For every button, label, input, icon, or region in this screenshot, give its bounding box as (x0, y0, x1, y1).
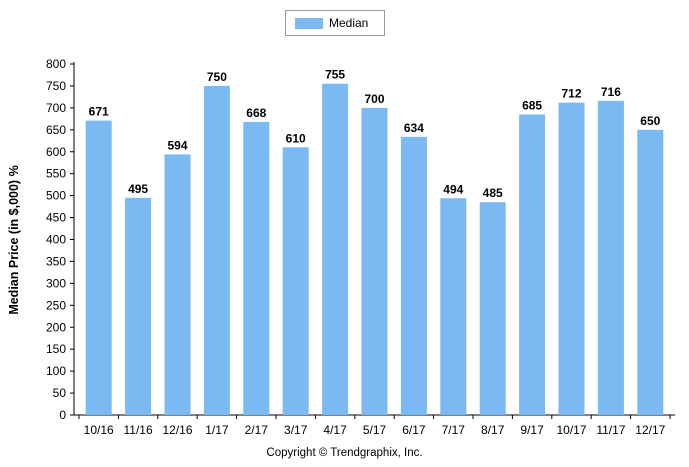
x-tick-label: 6/17 (402, 423, 426, 437)
x-tick-label: 12/16 (162, 423, 192, 437)
bar-1-17 (203, 85, 230, 415)
y-tick-label: 50 (53, 386, 67, 400)
data-label: 494 (443, 182, 463, 196)
x-tick-label: 1/17 (205, 423, 229, 437)
bar-6-17 (400, 136, 427, 415)
y-tick-label: 0 (59, 408, 66, 422)
y-tick-label: 700 (46, 101, 66, 115)
y-tick-label: 500 (46, 189, 66, 203)
x-tick-label: 3/17 (284, 423, 308, 437)
x-tick-label: 4/17 (323, 423, 347, 437)
copyright-text: Copyright © Trendgraphix, Inc. (266, 447, 423, 459)
y-tick-label: 450 (46, 211, 66, 225)
data-label: 495 (128, 182, 148, 196)
y-tick-label: 750 (46, 79, 66, 93)
bar-5-17 (361, 107, 388, 415)
bar-2-17 (243, 121, 270, 415)
x-tick-label: 5/17 (363, 423, 387, 437)
y-axis-label: Median Price (in $,000) % (7, 165, 21, 315)
bar-3-17 (282, 147, 309, 416)
x-tick-label: 7/17 (442, 423, 466, 437)
x-tick-label: 11/17 (596, 423, 625, 437)
y-tick-label: 150 (46, 342, 66, 356)
x-tick-label: 9/17 (520, 423, 544, 437)
y-tick-label: 650 (46, 123, 66, 137)
legend-label-median: Median (329, 16, 369, 30)
bar-10-16 (85, 120, 112, 415)
legend: Median (285, 10, 385, 36)
data-label: 610 (286, 131, 306, 145)
bar-4-17 (322, 83, 349, 416)
x-tick-label: 12/17 (635, 423, 665, 437)
bar-10-17 (558, 102, 585, 416)
bar-7-17 (440, 198, 467, 415)
x-tick-label: 10/17 (556, 423, 586, 437)
bar-8-17 (479, 202, 506, 415)
x-tick-label: 10/16 (84, 423, 114, 437)
bar-9-17 (519, 114, 546, 416)
y-tick-label: 350 (46, 254, 66, 268)
y-tick-label: 250 (46, 298, 66, 312)
bar-12-17 (637, 129, 664, 415)
data-label: 485 (483, 186, 503, 200)
y-tick-label: 550 (46, 167, 66, 181)
x-tick-label: 8/17 (481, 423, 505, 437)
legend-swatch-median (295, 18, 323, 29)
data-label: 712 (561, 87, 581, 101)
x-tick-label: 2/17 (245, 423, 269, 437)
y-tick-label: 600 (46, 145, 66, 159)
data-label: 755 (325, 68, 345, 82)
bar-12-16 (164, 154, 191, 415)
y-tick-label: 200 (46, 320, 66, 334)
data-label: 650 (640, 114, 660, 128)
data-label: 750 (207, 70, 227, 84)
x-tick-label: 11/16 (124, 423, 153, 437)
data-label: 668 (246, 106, 266, 120)
y-tick-label: 100 (46, 364, 66, 378)
data-label: 716 (601, 85, 621, 99)
data-label: 594 (167, 138, 187, 152)
data-label: 634 (404, 121, 424, 135)
y-tick-label: 300 (46, 276, 66, 290)
y-tick-label: 800 (46, 57, 66, 71)
bar-11-17 (597, 100, 624, 415)
data-label: 685 (522, 98, 542, 112)
y-tick-label: 400 (46, 233, 66, 247)
data-label: 671 (89, 105, 109, 119)
data-label: 700 (364, 92, 384, 106)
bar-11-16 (125, 197, 152, 415)
